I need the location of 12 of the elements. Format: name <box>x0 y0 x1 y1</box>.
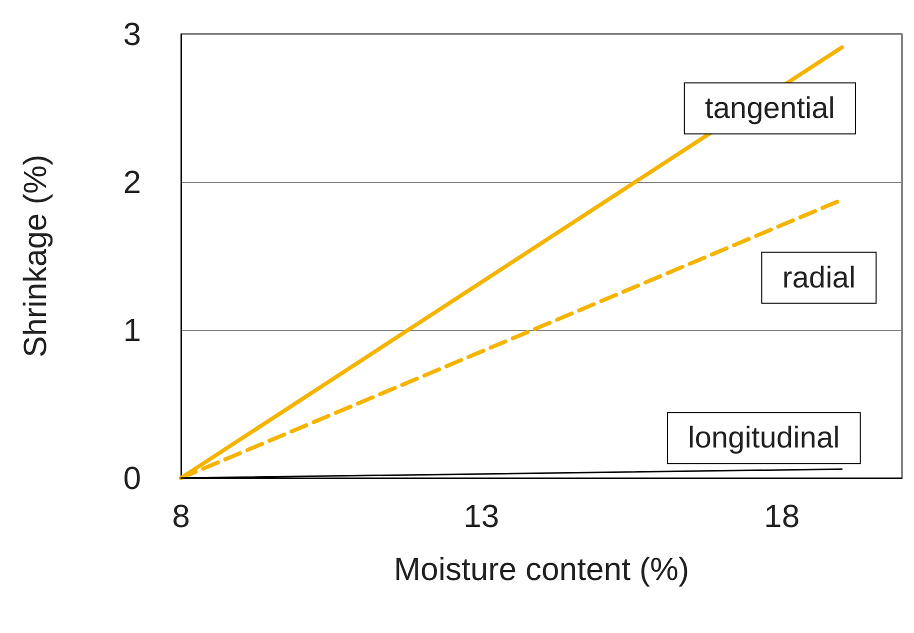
y-axis-title: Shrinkage (%) <box>17 154 53 358</box>
x-tick-label: 13 <box>464 498 500 534</box>
series-label: tangential <box>704 92 835 125</box>
x-axis-title: Moisture content (%) <box>394 551 690 587</box>
y-tick-label: 0 <box>123 460 141 496</box>
x-tick-label: 8 <box>172 498 190 534</box>
y-tick-label: 1 <box>123 312 141 348</box>
y-tick-label: 3 <box>123 16 141 52</box>
x-tick-label: 18 <box>764 498 800 534</box>
series-label: longitudinal <box>688 422 840 455</box>
y-tick-label: 2 <box>123 164 141 200</box>
series-label: radial <box>782 261 856 294</box>
